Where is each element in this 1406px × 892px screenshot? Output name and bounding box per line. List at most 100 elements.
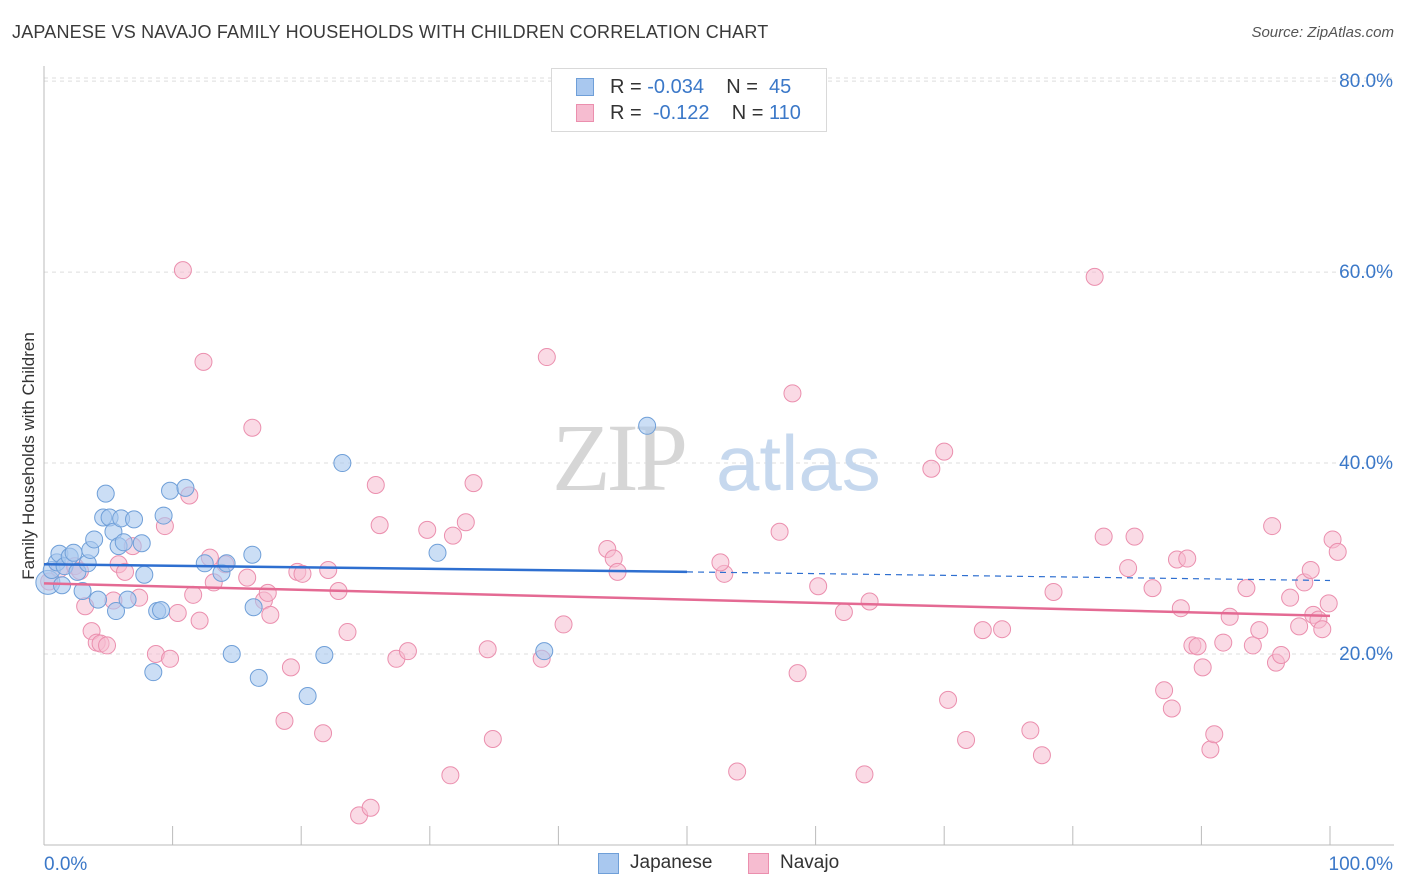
japanese-point [249, 668, 268, 687]
navajo-point [1272, 645, 1291, 664]
japanese-point [89, 590, 108, 609]
navajo-point [1313, 620, 1332, 639]
japanese-point [315, 645, 334, 664]
navajo-point [1250, 621, 1269, 640]
navajo-point [1143, 579, 1162, 598]
japanese-r-label: R = [610, 76, 642, 98]
japanese-point [154, 506, 173, 525]
navajo-point [478, 640, 497, 659]
navajo-point [243, 418, 262, 437]
navajo-point [338, 623, 357, 642]
navajo-point [161, 649, 180, 668]
trend-lines [43, 563, 1331, 618]
navajo-point [728, 762, 747, 781]
navajo-point [281, 658, 300, 677]
navajo-point [922, 459, 941, 478]
navajo-point [993, 620, 1012, 639]
navajo-point [1328, 542, 1347, 561]
y-axis-label: Family Households with Children [19, 332, 38, 580]
x-tick-label-min: 0.0% [44, 854, 87, 875]
axes [43, 66, 1394, 846]
bottom-navajo-label: Navajo [780, 852, 840, 873]
japanese-trend-extension [686, 571, 1331, 582]
chart-title: JAPANESE VS NAVAJO FAMILY HOUSEHOLDS WIT… [12, 22, 769, 42]
correlation-legend: R = -0.034 N = 45 R = -0.122 N = 110 [551, 68, 827, 132]
navajo-point [418, 520, 437, 539]
japanese-point [64, 543, 83, 562]
japanese-trend-line [43, 563, 688, 574]
navajo-point [1281, 588, 1300, 607]
navajo-point [1094, 527, 1113, 546]
navajo-point [1125, 527, 1144, 546]
navajo-point [1171, 599, 1190, 618]
navajo-point [1290, 617, 1309, 636]
navajo-point [258, 583, 277, 602]
navajo-point [973, 621, 992, 640]
y-tick-label: 80.0% [1339, 71, 1393, 92]
japanese-n-value: 45 [769, 76, 792, 98]
x-tick-label-max: 100.0% [1329, 854, 1394, 875]
navajo-point [1188, 637, 1207, 656]
y-tick-labels: 20.0% 40.0% 60.0% 80.0% [1339, 71, 1393, 665]
y-tick-label: 60.0% [1339, 262, 1393, 283]
navajo-point [1205, 725, 1224, 744]
navajo-point [1301, 560, 1320, 579]
navajo-point [711, 553, 730, 572]
navajo-point [957, 730, 976, 749]
y-tick-label: 40.0% [1339, 453, 1393, 474]
japanese-point [73, 582, 92, 601]
x-tick-labels: 0.0% 100.0% [44, 854, 1393, 875]
japanese-point [222, 645, 241, 664]
watermark-atlas: atlas [716, 419, 881, 507]
navajo-point [319, 560, 338, 579]
navajo-n-label: N = [731, 102, 764, 124]
japanese-point [161, 481, 180, 500]
navajo-point [361, 798, 380, 817]
navajo-point [168, 603, 187, 622]
navajo-point [456, 513, 475, 532]
navajo-point [314, 724, 333, 743]
japanese-point [195, 554, 214, 573]
navajo-point [483, 730, 502, 749]
japanese-point [85, 530, 104, 549]
navajo-n-value: 110 [769, 102, 801, 124]
navajo-point [190, 611, 209, 630]
navajo-r-value: -0.122 [652, 102, 710, 124]
watermark: ZIP atlas [552, 404, 881, 511]
japanese-point [244, 598, 263, 617]
japanese-point [243, 545, 262, 564]
japanese-point [107, 602, 126, 621]
navajo-point [1162, 699, 1181, 718]
navajo-point [1220, 607, 1239, 626]
navajo-r-label: R = [610, 102, 642, 124]
watermark-zip: ZIP [552, 404, 685, 511]
navajo-point [261, 605, 280, 624]
navajo-point [366, 476, 385, 495]
japanese-point [428, 543, 447, 562]
japanese-r-value: -0.034 [647, 76, 704, 98]
japanese-series [35, 416, 657, 706]
navajo-trend-line [43, 582, 1331, 618]
japanese-point [333, 454, 352, 473]
navajo-point [464, 474, 483, 493]
japanese-point [125, 510, 144, 529]
japanese-point [132, 534, 151, 553]
navajo-point [1178, 549, 1197, 568]
navajo-point [1243, 636, 1262, 655]
navajo-point [1319, 594, 1338, 613]
navajo-point [1155, 681, 1174, 700]
bottom-japanese-label: Japanese [630, 852, 713, 873]
navajo-point [293, 564, 312, 583]
navajo-point [441, 766, 460, 785]
japanese-point [152, 601, 171, 620]
japanese-point [144, 663, 163, 682]
navajo-point [1032, 746, 1051, 765]
navajo-point [275, 711, 294, 730]
navajo-point [116, 562, 135, 581]
japanese-point [298, 687, 317, 706]
japanese-point [118, 590, 137, 609]
navajo-point [443, 526, 462, 545]
bottom-navajo-swatch [748, 853, 769, 874]
y-tick-label: 20.0% [1339, 644, 1393, 665]
